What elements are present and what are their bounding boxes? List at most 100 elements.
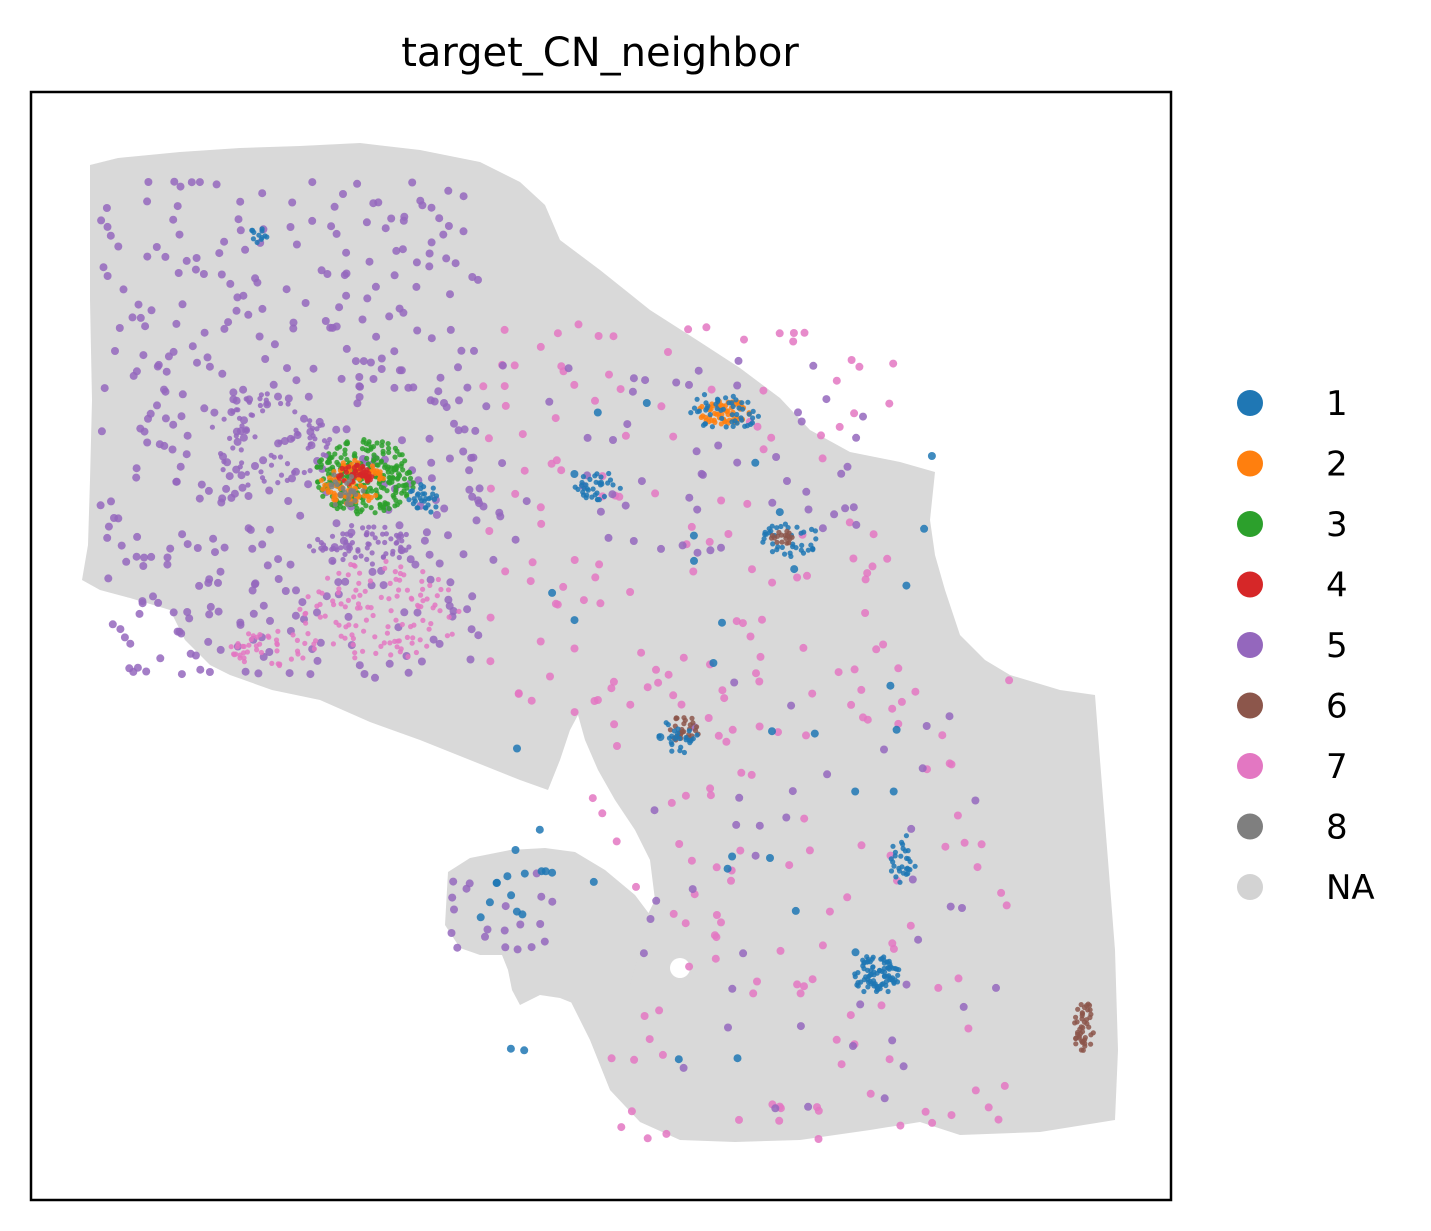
point-cat-5 bbox=[229, 395, 238, 404]
point-cat-5 bbox=[472, 516, 481, 525]
point-cat-1 bbox=[674, 1055, 683, 1064]
point-cat-8 bbox=[348, 474, 355, 480]
point-cat-5 bbox=[338, 545, 344, 551]
point-cat-5 bbox=[192, 254, 201, 262]
point-cat-7 bbox=[796, 989, 805, 998]
point-cat-5 bbox=[429, 635, 438, 644]
point-cat-5 bbox=[147, 552, 156, 561]
point-cat-5 bbox=[946, 902, 955, 911]
point-cat-5 bbox=[252, 434, 258, 440]
point-cat-5 bbox=[317, 422, 323, 428]
point-cat-7 bbox=[420, 586, 426, 592]
point-cat-1 bbox=[860, 957, 866, 963]
point-cat-1 bbox=[683, 737, 689, 743]
point-cat-2 bbox=[377, 475, 383, 481]
point-cat-3 bbox=[360, 500, 366, 506]
point-cat-7 bbox=[536, 342, 545, 351]
point-cat-1 bbox=[775, 508, 784, 517]
point-cat-2 bbox=[327, 475, 333, 481]
point-cat-5 bbox=[239, 291, 248, 300]
point-cat-5 bbox=[371, 282, 380, 291]
point-cat-5 bbox=[244, 470, 250, 476]
point-cat-5 bbox=[284, 477, 290, 483]
point-cat-7 bbox=[265, 633, 271, 639]
point-cat-5 bbox=[144, 178, 153, 186]
point-cat-7 bbox=[747, 770, 756, 779]
point-cat-5 bbox=[205, 362, 214, 371]
point-cat-5 bbox=[794, 408, 802, 417]
point-cat-5 bbox=[166, 544, 175, 553]
point-cat-1 bbox=[583, 482, 589, 488]
point-cat-1 bbox=[427, 495, 434, 501]
point-cat-5 bbox=[195, 581, 204, 590]
point-cat-5 bbox=[406, 555, 415, 564]
point-cat-5 bbox=[237, 471, 246, 480]
point-cat-5 bbox=[162, 367, 171, 376]
point-cat-7 bbox=[612, 837, 621, 846]
point-cat-5 bbox=[182, 256, 191, 265]
point-cat-3 bbox=[396, 483, 402, 489]
point-cat-7 bbox=[704, 714, 713, 722]
point-cat-5 bbox=[204, 637, 213, 646]
point-cat-5 bbox=[329, 533, 336, 539]
point-cat-1 bbox=[851, 787, 860, 796]
point-cat-7 bbox=[832, 1035, 841, 1044]
point-cat-5 bbox=[449, 877, 458, 886]
point-cat-3 bbox=[368, 505, 374, 511]
point-cat-3 bbox=[344, 456, 350, 463]
point-cat-5 bbox=[251, 579, 260, 588]
legend-label-8: 8 bbox=[1326, 808, 1348, 848]
point-cat-1 bbox=[896, 967, 902, 973]
point-cat-5 bbox=[119, 285, 128, 294]
point-cat-7 bbox=[679, 653, 688, 662]
point-cat-5 bbox=[902, 980, 911, 989]
point-cat-1 bbox=[888, 856, 894, 862]
point-cat-5 bbox=[248, 544, 257, 553]
point-cat-1 bbox=[251, 229, 257, 235]
point-cat-6 bbox=[1085, 1001, 1091, 1007]
point-cat-5 bbox=[483, 925, 492, 934]
point-cat-5 bbox=[209, 424, 215, 430]
point-cat-7 bbox=[388, 608, 394, 614]
point-cat-5 bbox=[214, 578, 222, 587]
point-cat-7 bbox=[687, 856, 696, 865]
point-cat-5 bbox=[513, 945, 522, 954]
point-cat-7 bbox=[295, 651, 301, 657]
point-cat-5 bbox=[236, 197, 245, 206]
point-cat-1 bbox=[738, 415, 744, 421]
point-cat-7 bbox=[749, 989, 758, 998]
point-cat-7 bbox=[317, 601, 323, 608]
point-cat-7 bbox=[305, 594, 311, 600]
point-cat-7 bbox=[415, 602, 421, 608]
point-cat-5 bbox=[268, 462, 275, 468]
point-cat-7 bbox=[662, 1129, 671, 1138]
point-cat-8 bbox=[351, 488, 357, 494]
point-cat-5 bbox=[136, 313, 145, 322]
point-cat-5 bbox=[685, 493, 694, 502]
point-cat-5 bbox=[260, 408, 266, 414]
point-cat-5 bbox=[239, 385, 248, 394]
point-cat-5 bbox=[221, 459, 227, 465]
point-cat-5 bbox=[330, 202, 339, 211]
point-cat-5 bbox=[425, 434, 434, 443]
point-cat-5 bbox=[220, 237, 229, 246]
point-cat-7 bbox=[486, 657, 495, 666]
point-cat-7 bbox=[486, 613, 495, 622]
point-cat-5 bbox=[366, 524, 372, 530]
legend-label-1: 1 bbox=[1326, 384, 1348, 424]
point-cat-7 bbox=[353, 623, 359, 629]
point-cat-1 bbox=[865, 956, 871, 962]
point-cat-2 bbox=[718, 421, 724, 427]
point-cat-7 bbox=[593, 696, 602, 704]
point-cat-1 bbox=[689, 531, 698, 540]
point-cat-5 bbox=[106, 231, 115, 240]
point-cat-7 bbox=[728, 725, 737, 734]
point-cat-1 bbox=[617, 485, 623, 491]
point-cat-7 bbox=[594, 332, 603, 340]
point-cat-5 bbox=[457, 346, 466, 355]
point-cat-5 bbox=[724, 1023, 732, 1032]
point-cat-5 bbox=[442, 254, 451, 263]
legend-label-7: 7 bbox=[1326, 747, 1348, 787]
point-cat-1 bbox=[669, 748, 675, 754]
point-cat-1 bbox=[548, 868, 557, 877]
